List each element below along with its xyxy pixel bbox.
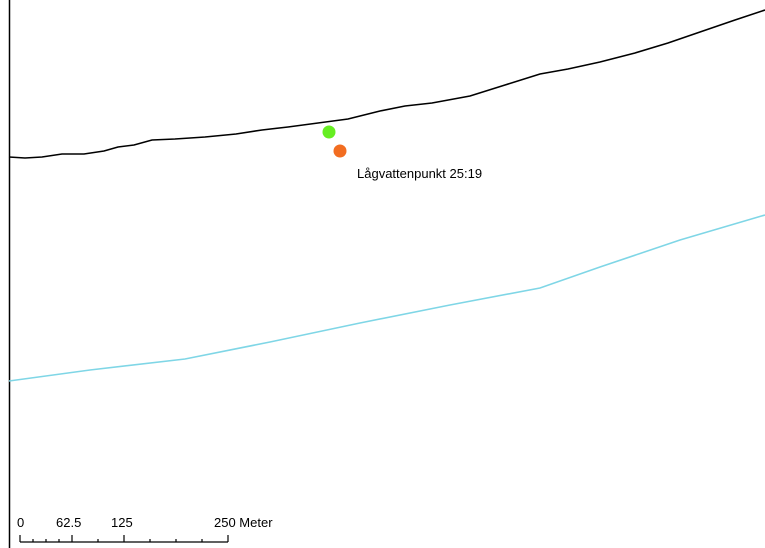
scale-label-250-meter: 250 Meter	[214, 515, 273, 530]
scale-ticks	[19, 535, 229, 542]
scale-bar: 0 62.5 125 250 Meter	[17, 515, 273, 543]
scale-label-0: 0	[17, 515, 24, 530]
green-point-marker[interactable]	[322, 125, 336, 139]
point-label: Lågvattenpunkt 25:19	[357, 166, 482, 181]
scale-label-62-5: 62.5	[56, 515, 81, 530]
depth-contour-line	[8, 214, 765, 382]
orange-point-marker[interactable]	[333, 144, 347, 158]
shoreline	[8, 9, 765, 159]
scale-label-125: 125	[111, 515, 133, 530]
